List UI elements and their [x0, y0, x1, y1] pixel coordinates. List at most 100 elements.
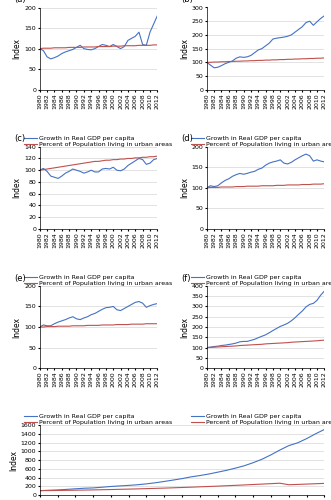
- Percent of Population living in urban areas: [205, 60, 209, 66]
- Line: Percent of Population living in urban areas: Percent of Population living in urban ar…: [207, 184, 324, 188]
- Percent of Population living in urban areas: [271, 340, 275, 346]
- Growth in Real GDP per capita: [286, 161, 290, 167]
- Percent of Population living in urban areas: [108, 157, 112, 163]
- Percent of Population living in urban areas: [126, 42, 130, 48]
- Growth in Real GDP per capita: [82, 46, 86, 52]
- Growth in Real GDP per capita: [145, 481, 149, 487]
- Text: (a): (a): [14, 0, 25, 4]
- Growth in Real GDP per capita: [52, 174, 56, 180]
- Growth in Real GDP per capita: [278, 34, 282, 40]
- Percent of Population living in urban areas: [162, 485, 166, 491]
- Line: Percent of Population living in urban areas: Percent of Population living in urban ar…: [40, 324, 157, 327]
- Percent of Population living in urban areas: [74, 44, 78, 51]
- Growth in Real GDP per capita: [227, 176, 231, 182]
- Growth in Real GDP per capita: [304, 20, 308, 26]
- Growth in Real GDP per capita: [238, 54, 242, 60]
- Percent of Population living in urban areas: [49, 45, 53, 51]
- Growth in Real GDP per capita: [130, 36, 134, 42]
- Percent of Population living in urban areas: [286, 56, 290, 62]
- Growth in Real GDP per capita: [93, 310, 97, 316]
- Growth in Real GDP per capita: [74, 316, 78, 322]
- Growth in Real GDP per capita: [269, 452, 273, 458]
- Growth in Real GDP per capita: [311, 22, 315, 28]
- Growth in Real GDP per capita: [251, 460, 255, 466]
- Growth in Real GDP per capita: [47, 488, 51, 494]
- Percent of Population living in urban areas: [45, 166, 49, 172]
- Growth in Real GDP per capita: [253, 50, 257, 56]
- Growth in Real GDP per capita: [126, 304, 130, 310]
- Growth in Real GDP per capita: [144, 304, 148, 310]
- Percent of Population living in urban areas: [242, 184, 246, 190]
- Growth in Real GDP per capita: [91, 485, 95, 491]
- Percent of Population living in urban areas: [230, 343, 234, 349]
- Percent of Population living in urban areas: [234, 343, 238, 349]
- Growth in Real GDP per capita: [38, 167, 42, 173]
- Percent of Population living in urban areas: [49, 166, 53, 172]
- Growth in Real GDP per capita: [111, 42, 115, 48]
- Growth in Real GDP per capita: [267, 160, 271, 166]
- Growth in Real GDP per capita: [209, 183, 213, 189]
- Growth in Real GDP per capita: [152, 302, 156, 308]
- Percent of Population living in urban areas: [41, 324, 45, 330]
- Growth in Real GDP per capita: [64, 170, 68, 176]
- Growth in Real GDP per capita: [118, 46, 122, 52]
- Growth in Real GDP per capita: [89, 167, 93, 173]
- Percent of Population living in urban areas: [311, 338, 315, 344]
- Growth in Real GDP per capita: [78, 168, 82, 174]
- Percent of Population living in urban areas: [78, 160, 82, 166]
- Growth in Real GDP per capita: [278, 447, 282, 453]
- Growth in Real GDP per capita: [115, 307, 119, 313]
- Growth in Real GDP per capita: [304, 151, 308, 157]
- Percent of Population living in urban areas: [304, 182, 308, 188]
- Percent of Population living in urban areas: [289, 56, 293, 62]
- Percent of Population living in urban areas: [275, 340, 279, 346]
- Line: Percent of Population living in urban areas: Percent of Population living in urban ar…: [40, 483, 324, 490]
- Percent of Population living in urban areas: [253, 58, 257, 64]
- Percent of Population living in urban areas: [64, 323, 68, 329]
- Percent of Population living in urban areas: [49, 324, 53, 330]
- Percent of Population living in urban areas: [230, 184, 234, 190]
- Percent of Population living in urban areas: [269, 480, 273, 486]
- Growth in Real GDP per capita: [104, 42, 108, 48]
- Percent of Population living in urban areas: [286, 182, 290, 188]
- Growth in Real GDP per capita: [230, 341, 234, 347]
- Percent of Population living in urban areas: [111, 156, 115, 162]
- Growth in Real GDP per capita: [85, 169, 89, 175]
- Percent of Population living in urban areas: [82, 487, 86, 493]
- Growth in Real GDP per capita: [319, 16, 323, 22]
- Percent of Population living in urban areas: [219, 344, 223, 350]
- Growth in Real GDP per capita: [153, 480, 157, 486]
- Percent of Population living in urban areas: [278, 56, 282, 62]
- Growth in Real GDP per capita: [319, 292, 323, 298]
- Growth in Real GDP per capita: [56, 53, 60, 59]
- Growth in Real GDP per capita: [315, 19, 319, 25]
- Percent of Population living in urban areas: [144, 320, 148, 326]
- Percent of Population living in urban areas: [133, 42, 137, 48]
- Growth in Real GDP per capita: [278, 324, 282, 330]
- Growth in Real GDP per capita: [260, 456, 264, 462]
- Growth in Real GDP per capita: [275, 326, 279, 332]
- Percent of Population living in urban areas: [275, 57, 279, 63]
- Percent of Population living in urban areas: [85, 322, 89, 328]
- Percent of Population living in urban areas: [130, 42, 134, 48]
- Growth in Real GDP per capita: [322, 426, 326, 432]
- Percent of Population living in urban areas: [60, 323, 64, 329]
- Percent of Population living in urban areas: [242, 58, 246, 64]
- Percent of Population living in urban areas: [278, 340, 282, 346]
- Growth in Real GDP per capita: [315, 157, 319, 163]
- Growth in Real GDP per capita: [155, 156, 159, 162]
- Percent of Population living in urban areas: [315, 338, 319, 344]
- Line: Percent of Population living in urban areas: Percent of Population living in urban ar…: [40, 45, 157, 48]
- Growth in Real GDP per capita: [122, 44, 126, 50]
- Y-axis label: Index: Index: [180, 38, 189, 59]
- Percent of Population living in urban areas: [122, 42, 126, 48]
- Growth in Real GDP per capita: [122, 306, 126, 312]
- Percent of Population living in urban areas: [93, 44, 97, 50]
- Growth in Real GDP per capita: [223, 60, 227, 66]
- Percent of Population living in urban areas: [108, 322, 112, 328]
- Growth in Real GDP per capita: [234, 55, 238, 61]
- Growth in Real GDP per capita: [137, 156, 141, 162]
- Percent of Population living in urban areas: [78, 44, 82, 51]
- Percent of Population living in urban areas: [256, 183, 260, 189]
- Growth in Real GDP per capita: [65, 486, 69, 492]
